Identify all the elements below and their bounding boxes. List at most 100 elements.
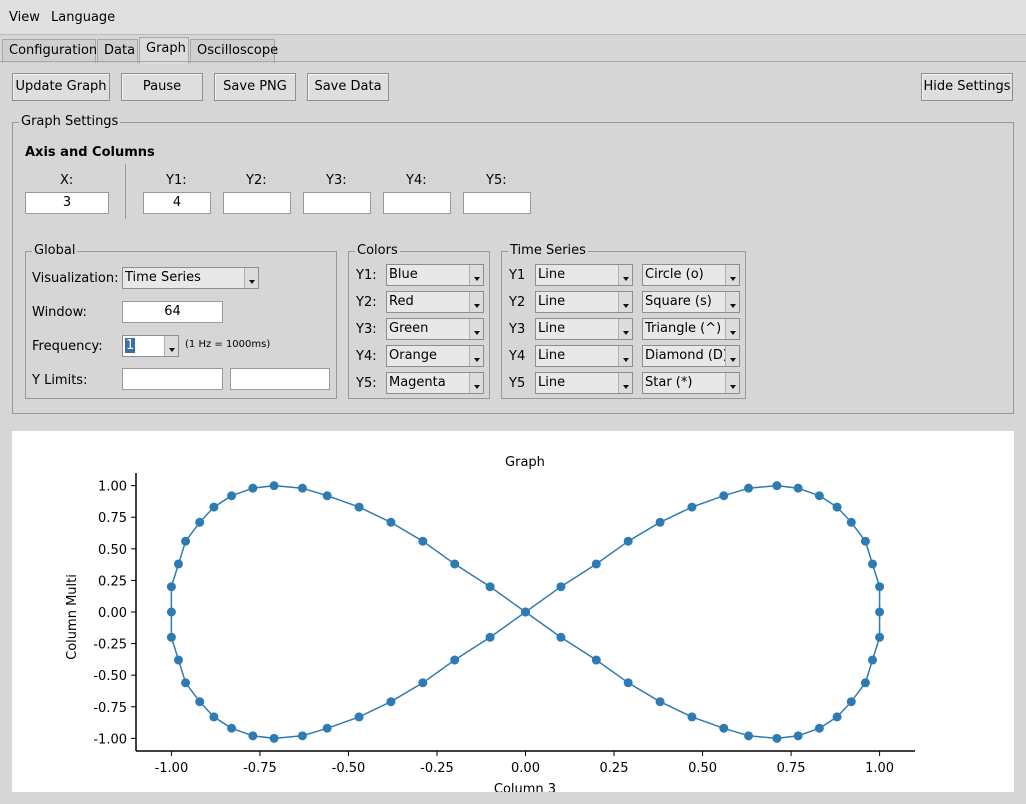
menu-bar: View Language bbox=[0, 0, 1026, 34]
y-tick-label: -1.00 bbox=[93, 732, 127, 747]
y1-column-field[interactable]: 4 bbox=[143, 192, 211, 214]
y-tick-label: 0.00 bbox=[98, 606, 127, 621]
hide-settings-button[interactable]: Hide Settings bbox=[921, 73, 1013, 101]
ts-y5-marker-select[interactable]: Star (*) bbox=[642, 372, 740, 394]
color-y3-value: Green bbox=[389, 321, 429, 336]
data-point bbox=[485, 582, 495, 592]
ts-y5-style-select[interactable]: Line bbox=[535, 372, 633, 394]
color-y5-value: Magenta bbox=[389, 375, 446, 390]
data-point bbox=[772, 733, 782, 743]
graph-settings-group: Graph Settings bbox=[12, 114, 1014, 414]
chevron-down-icon bbox=[618, 265, 632, 285]
data-point bbox=[181, 678, 191, 688]
graph-canvas: Graph Column 3 Column Multi -1.00 -0.75 -0… bbox=[12, 431, 1014, 797]
y-tick-label: 0.25 bbox=[98, 574, 127, 589]
time-series-group: Time Series bbox=[501, 243, 746, 399]
tab-data[interactable]: Data bbox=[97, 39, 138, 63]
data-point bbox=[386, 697, 396, 707]
tab-graph[interactable]: Graph bbox=[139, 37, 189, 64]
pause-button[interactable]: Pause bbox=[121, 73, 203, 101]
ts-y4-style-value: Line bbox=[538, 348, 566, 363]
ts-y2-style-select[interactable]: Line bbox=[535, 291, 633, 313]
save-png-button[interactable]: Save PNG bbox=[214, 73, 296, 101]
chevron-down-icon bbox=[618, 373, 632, 393]
frequency-label: Frequency: bbox=[32, 339, 103, 354]
data-point bbox=[418, 678, 428, 688]
ts-y1-label: Y1 bbox=[509, 268, 526, 283]
save-data-button[interactable]: Save Data bbox=[307, 73, 389, 101]
data-point bbox=[269, 733, 279, 743]
ts-y3-style-value: Line bbox=[538, 321, 566, 336]
data-point bbox=[354, 502, 364, 512]
ts-y3-label: Y3 bbox=[509, 322, 526, 337]
color-y1-select[interactable]: Blue bbox=[386, 264, 484, 286]
data-point bbox=[655, 517, 665, 527]
menu-language[interactable]: Language bbox=[51, 10, 116, 25]
x-tick-label: -0.75 bbox=[243, 761, 277, 776]
color-y3-select[interactable]: Green bbox=[386, 318, 484, 340]
data-point bbox=[655, 697, 665, 707]
data-point bbox=[521, 607, 530, 617]
data-point bbox=[418, 536, 428, 546]
ts-y2-marker-value: Square (s) bbox=[645, 294, 712, 309]
ts-y1-style-select[interactable]: Line bbox=[535, 264, 633, 286]
y-limit-min-field[interactable] bbox=[122, 368, 223, 390]
data-point bbox=[556, 582, 566, 592]
data-point bbox=[687, 712, 697, 722]
data-point bbox=[297, 483, 307, 493]
ts-y1-marker-select[interactable]: Circle (o) bbox=[642, 264, 740, 286]
tab-oscilloscope[interactable]: Oscilloscope bbox=[190, 39, 278, 63]
chevron-down-icon bbox=[469, 319, 483, 339]
chevron-down-icon bbox=[469, 373, 483, 393]
y3-column-field[interactable] bbox=[303, 192, 371, 214]
x-column-field[interactable]: 3 bbox=[25, 192, 109, 214]
chevron-down-icon bbox=[469, 346, 483, 366]
colors-title: Colors bbox=[355, 243, 400, 259]
y5-column-field[interactable] bbox=[463, 192, 531, 214]
data-point bbox=[814, 723, 824, 733]
y-limits-label: Y Limits: bbox=[32, 373, 88, 388]
data-point bbox=[386, 517, 396, 527]
data-point bbox=[860, 678, 870, 688]
ts-y3-marker-select[interactable]: Triangle (^) bbox=[642, 318, 740, 340]
y4-column-label: Y4: bbox=[406, 173, 427, 188]
chevron-down-icon bbox=[725, 346, 739, 366]
color-y3-label: Y3: bbox=[356, 322, 377, 337]
data-point bbox=[875, 632, 885, 642]
data-point bbox=[209, 712, 219, 722]
ts-y2-style-value: Line bbox=[538, 294, 566, 309]
chevron-down-icon bbox=[725, 319, 739, 339]
data-point bbox=[297, 731, 307, 741]
data-point bbox=[623, 678, 633, 688]
y4-column-field[interactable] bbox=[383, 192, 451, 214]
axis-columns-heading: Axis and Columns bbox=[25, 145, 155, 160]
color-y4-select[interactable]: Orange bbox=[386, 345, 484, 367]
chevron-down-icon bbox=[725, 373, 739, 393]
color-y5-select[interactable]: Magenta bbox=[386, 372, 484, 394]
chart-title: Graph bbox=[505, 455, 545, 470]
x-tick-label: -0.25 bbox=[420, 761, 454, 776]
y-limit-max-field[interactable] bbox=[230, 368, 330, 390]
data-point bbox=[195, 697, 205, 707]
color-y1-label: Y1: bbox=[356, 268, 377, 283]
data-point bbox=[719, 723, 729, 733]
data-point bbox=[209, 502, 219, 512]
chevron-down-icon bbox=[164, 336, 178, 356]
global-title: Global bbox=[32, 243, 78, 259]
ts-y3-style-select[interactable]: Line bbox=[535, 318, 633, 340]
window-field[interactable]: 64 bbox=[122, 301, 223, 323]
color-y2-select[interactable]: Red bbox=[386, 291, 484, 313]
menu-view[interactable]: View bbox=[9, 10, 40, 25]
update-graph-button[interactable]: Update Graph bbox=[12, 73, 110, 101]
ts-y4-style-select[interactable]: Line bbox=[535, 345, 633, 367]
x-tick-label: -0.50 bbox=[332, 761, 366, 776]
window-label: Window: bbox=[32, 305, 87, 320]
y2-column-field[interactable] bbox=[223, 192, 291, 214]
visualization-select[interactable]: Time Series bbox=[122, 267, 259, 289]
data-point bbox=[719, 491, 729, 501]
ts-y4-marker-select[interactable]: Diamond (D) bbox=[642, 345, 740, 367]
data-point bbox=[623, 536, 633, 546]
ts-y2-marker-select[interactable]: Square (s) bbox=[642, 291, 740, 313]
tab-configuration[interactable]: Configuration bbox=[2, 39, 97, 63]
frequency-select[interactable]: 1 bbox=[122, 335, 179, 357]
